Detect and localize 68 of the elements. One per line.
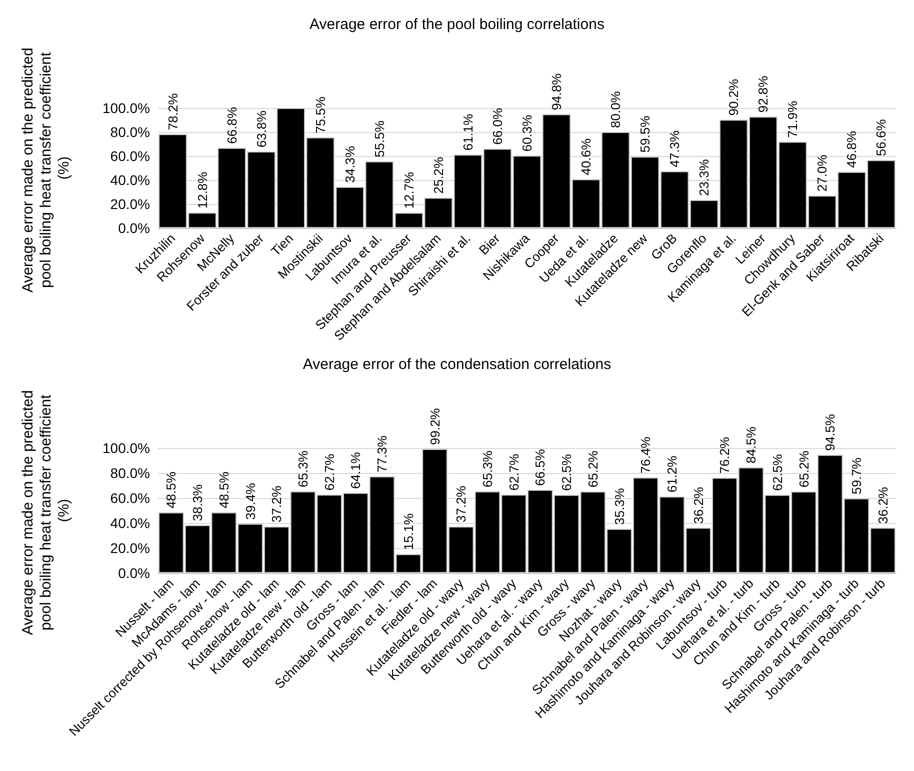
data-label: 59.7%: [848, 457, 864, 494]
y-axis-title: Average error made on the predicted pool boiling heat transfer coefficient (%): [20, 43, 72, 293]
data-label: 66.0%: [490, 108, 505, 145]
data-label: 65.3%: [480, 450, 495, 488]
data-label: 64.1%: [348, 452, 364, 489]
y-tick-label: 20.0%: [110, 540, 150, 556]
data-label: 59.5%: [638, 115, 653, 153]
data-label: 76.4%: [638, 436, 654, 474]
data-label: 37.2%: [269, 485, 284, 522]
y-tick-label: 80.0%: [110, 124, 150, 140]
y-tick-label: 40.0%: [110, 515, 150, 531]
data-label: 66.8%: [224, 106, 240, 144]
data-label: 27.0%: [814, 154, 830, 192]
data-label: 55.5%: [372, 120, 387, 158]
data-label: 65.2%: [585, 450, 600, 488]
data-label: 39.4%: [242, 482, 258, 520]
y-tick-label: 60.0%: [110, 148, 150, 164]
data-label: 75.5%: [312, 96, 328, 134]
data-label: 84.5%: [744, 426, 759, 464]
data-label: 63.8%: [254, 110, 269, 148]
chart-title: Average error of the pool boiling correlations: [310, 16, 604, 33]
data-label: 62.5%: [770, 454, 785, 491]
y-tick-label: 100.0%: [102, 440, 150, 456]
y-tick-label: 100.0%: [102, 100, 150, 116]
data-label: 92.8%: [756, 75, 771, 113]
data-label: 80.0%: [608, 90, 624, 128]
data-label: 48.5%: [216, 471, 232, 508]
data-label: 94.5%: [822, 414, 838, 451]
y-tick-label: 40.0%: [110, 172, 150, 188]
data-label: 78.2%: [165, 92, 180, 130]
data-label: 62.7%: [506, 453, 522, 491]
data-label: 15.1%: [400, 512, 416, 550]
y-tick-label: 20.0%: [110, 196, 150, 212]
data-label: 12.8%: [194, 171, 210, 209]
data-label: 34.3%: [342, 146, 358, 183]
data-label: 35.3%: [612, 488, 627, 525]
data-label: 56.6%: [874, 118, 889, 156]
data-label: 77.3%: [374, 435, 390, 472]
data-label: 36.2%: [875, 486, 890, 524]
data-label: 65.3%: [295, 450, 310, 488]
y-axis-title: Average error made on the predicted pool boiling heat transfer coefficient (%): [20, 386, 72, 636]
data-label: 37.2%: [454, 485, 469, 522]
y-tick-label: 0.0%: [118, 220, 150, 236]
y-tick-label: 60.0%: [110, 490, 150, 506]
data-label: 66.5%: [532, 448, 548, 486]
data-label: 46.8%: [844, 130, 860, 168]
data-label: 47.3%: [667, 130, 682, 168]
chart-title: Average error of the condensation correlations: [302, 356, 612, 373]
data-label: 62.7%: [322, 453, 337, 491]
data-label: 48.5%: [164, 471, 179, 508]
data-label: 94.8%: [549, 72, 564, 110]
data-label: 60.3%: [520, 114, 534, 152]
y-tick-label: 0.0%: [118, 565, 150, 581]
data-label: 12.7%: [401, 171, 416, 209]
y-tick-label: 80.0%: [110, 465, 150, 481]
data-label: 62.5%: [559, 454, 574, 491]
data-label: 61.1%: [460, 113, 476, 151]
data-label: 90.2%: [726, 78, 742, 116]
data-label: 38.3%: [190, 484, 206, 522]
data-label: 25.2%: [430, 156, 446, 194]
data-label: 40.6%: [578, 138, 594, 176]
data-label: 99.2%: [427, 408, 442, 445]
data-label: 71.9%: [785, 100, 800, 138]
data-label: 76.2%: [717, 436, 732, 474]
data-label: 23.3%: [696, 158, 712, 196]
data-label: 36.2%: [690, 486, 706, 524]
data-label: 61.2%: [664, 455, 680, 492]
data-label: 65.2%: [796, 450, 812, 488]
